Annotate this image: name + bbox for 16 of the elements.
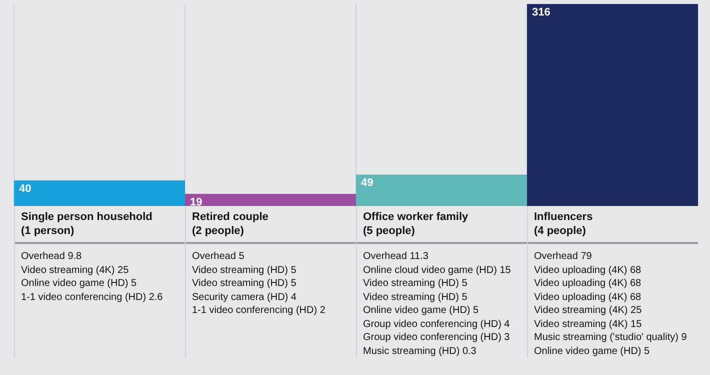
- data-label: 316: [532, 6, 550, 19]
- bar: [527, 4, 698, 206]
- x-tick-label: Retired couple (2 people): [192, 211, 268, 237]
- data-label: 40: [19, 182, 32, 195]
- x-tick-label: Single person household (1 person): [15, 206, 185, 244]
- x-tick-label: Office worker family (5 people): [357, 206, 527, 244]
- bar: [14, 180, 185, 206]
- bar: [185, 194, 356, 206]
- text: Overhead 79 Video uploading (4K) 68 Video uploading (4K) 68 Video uploading (4K) 68 Video streaming (4K) 25 Video streaming (4K) 15 Music streaming ('studio' quality) 9 Online video game (HD) 5: [534, 250, 688, 358]
- bar: [356, 174, 527, 206]
- data-label: 49: [361, 177, 374, 190]
- text: Overhead 11.3 Online cloud video game (HD) 15 Video streaming (HD) 5 Video streaming (HD) 5 Online video game (HD) 5 Group video conferencing (HD) 4 Group video conferencing (HD) 3 Music streaming (HD) 0.3: [363, 250, 512, 358]
- text: Overhead 5 Video streaming (HD) 5 Video streaming (HD) 5 Security camera (HD) 4 1-1 video conferencing (HD) 2: [192, 250, 326, 318]
- text: Overhead 9.8 Video streaming (4K) 25 Online video game (HD) 5 1-1 video conferencing (HD) 2.6: [21, 250, 164, 304]
- data-label: 19: [190, 196, 202, 208]
- x-tick-label: Influencers (4 people): [528, 206, 698, 244]
